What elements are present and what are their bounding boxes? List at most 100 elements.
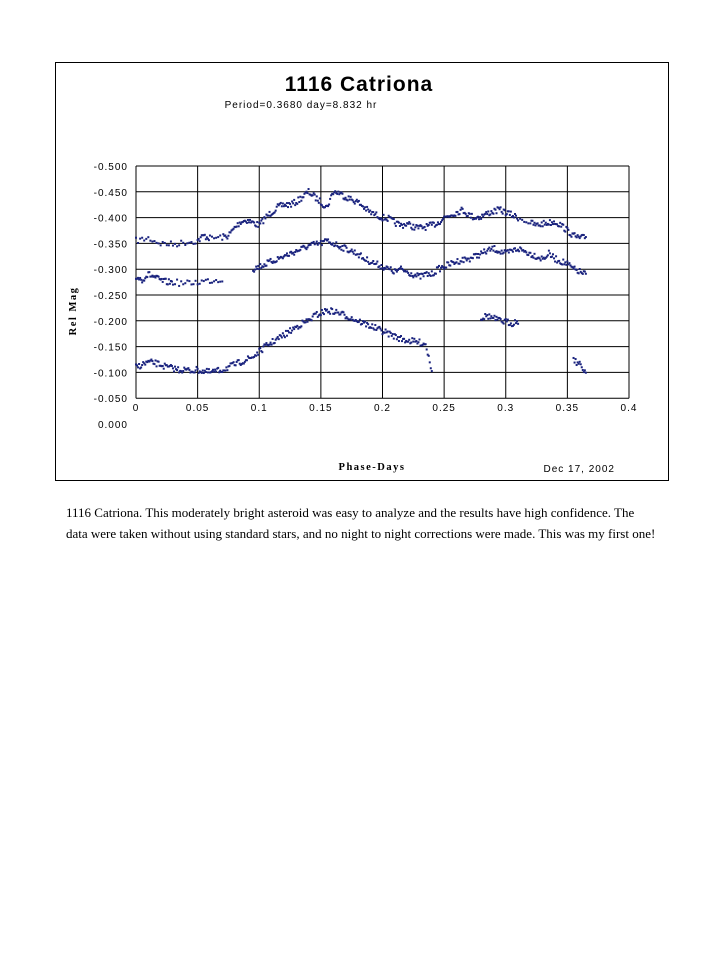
data-point bbox=[366, 205, 369, 208]
data-point bbox=[494, 250, 497, 253]
data-point bbox=[155, 274, 158, 277]
data-point bbox=[221, 238, 224, 241]
data-point bbox=[310, 241, 313, 244]
data-point bbox=[554, 260, 557, 263]
data-point bbox=[536, 222, 539, 225]
data-point bbox=[215, 236, 218, 239]
data-point bbox=[538, 224, 541, 227]
data-point bbox=[217, 366, 220, 369]
data-point bbox=[259, 263, 262, 266]
data-point bbox=[579, 270, 582, 273]
data-point bbox=[407, 222, 410, 225]
data-point bbox=[256, 351, 259, 354]
data-point bbox=[478, 218, 481, 221]
data-point bbox=[211, 281, 214, 284]
data-point bbox=[334, 190, 337, 193]
data-point bbox=[452, 261, 455, 264]
data-point bbox=[465, 259, 468, 262]
data-point bbox=[504, 318, 507, 321]
data-point bbox=[575, 364, 578, 367]
data-point bbox=[372, 211, 375, 214]
data-point bbox=[417, 341, 420, 344]
data-point bbox=[540, 221, 543, 224]
data-point bbox=[290, 331, 293, 334]
data-point bbox=[562, 258, 565, 261]
x-tick-label: 0 bbox=[133, 403, 140, 414]
data-point bbox=[521, 218, 524, 221]
data-point bbox=[460, 206, 463, 209]
data-point bbox=[309, 318, 312, 321]
data-point bbox=[385, 331, 388, 334]
data-point bbox=[415, 275, 418, 278]
data-point bbox=[557, 260, 560, 263]
data-point bbox=[426, 224, 429, 227]
data-point bbox=[280, 205, 283, 208]
data-point bbox=[277, 338, 280, 341]
data-point bbox=[285, 252, 288, 255]
data-point bbox=[174, 365, 177, 368]
data-point bbox=[419, 224, 422, 227]
data-point bbox=[432, 221, 435, 224]
data-point bbox=[443, 215, 446, 218]
data-point bbox=[373, 262, 376, 265]
data-point bbox=[202, 280, 205, 283]
data-point bbox=[457, 213, 460, 216]
data-point bbox=[271, 338, 274, 341]
data-point bbox=[506, 210, 509, 213]
data-point bbox=[350, 198, 353, 201]
data-point bbox=[342, 249, 345, 252]
data-point bbox=[302, 196, 305, 199]
data-point bbox=[420, 272, 423, 275]
data-point bbox=[228, 231, 231, 234]
data-point bbox=[296, 250, 299, 253]
data-point bbox=[165, 364, 168, 367]
data-point bbox=[254, 268, 257, 271]
data-point bbox=[383, 266, 386, 269]
data-point bbox=[382, 213, 385, 216]
data-point bbox=[572, 232, 575, 235]
data-point bbox=[350, 316, 353, 319]
data-point bbox=[414, 226, 417, 229]
chart-frame: 1116 Catriona Period=0.3680 day=8.832 hr… bbox=[55, 62, 669, 481]
data-point bbox=[485, 315, 488, 318]
data-point bbox=[268, 210, 271, 213]
data-point bbox=[223, 234, 226, 237]
y-axis-label: Rel Mag bbox=[68, 287, 79, 336]
data-point bbox=[494, 319, 497, 322]
data-point bbox=[402, 226, 405, 229]
data-point bbox=[259, 222, 262, 225]
data-point bbox=[390, 334, 393, 337]
data-point bbox=[563, 229, 566, 232]
data-point bbox=[273, 261, 276, 264]
data-point bbox=[227, 365, 230, 368]
data-point bbox=[317, 314, 320, 317]
data-point bbox=[260, 266, 263, 269]
data-point bbox=[399, 265, 402, 268]
data-point bbox=[293, 328, 296, 331]
data-point bbox=[339, 313, 342, 316]
data-point bbox=[271, 212, 274, 215]
data-point bbox=[531, 255, 534, 258]
data-point bbox=[404, 224, 407, 227]
data-point bbox=[376, 327, 379, 330]
data-point bbox=[366, 321, 369, 324]
data-point bbox=[577, 272, 580, 275]
data-point bbox=[485, 211, 488, 214]
data-point bbox=[154, 359, 157, 362]
data-point bbox=[368, 263, 371, 266]
data-point bbox=[357, 320, 360, 323]
data-point bbox=[539, 225, 542, 228]
data-point bbox=[272, 260, 275, 263]
y-tick-label: -0.500 bbox=[94, 162, 128, 173]
data-point bbox=[342, 197, 345, 200]
data-point bbox=[222, 369, 225, 372]
data-point bbox=[262, 222, 265, 225]
data-point bbox=[271, 261, 274, 264]
data-point bbox=[567, 228, 570, 231]
data-point bbox=[301, 245, 304, 248]
data-point bbox=[307, 244, 310, 247]
data-point bbox=[398, 224, 401, 227]
data-point bbox=[548, 252, 551, 255]
data-point bbox=[301, 196, 304, 199]
data-point bbox=[515, 214, 518, 217]
